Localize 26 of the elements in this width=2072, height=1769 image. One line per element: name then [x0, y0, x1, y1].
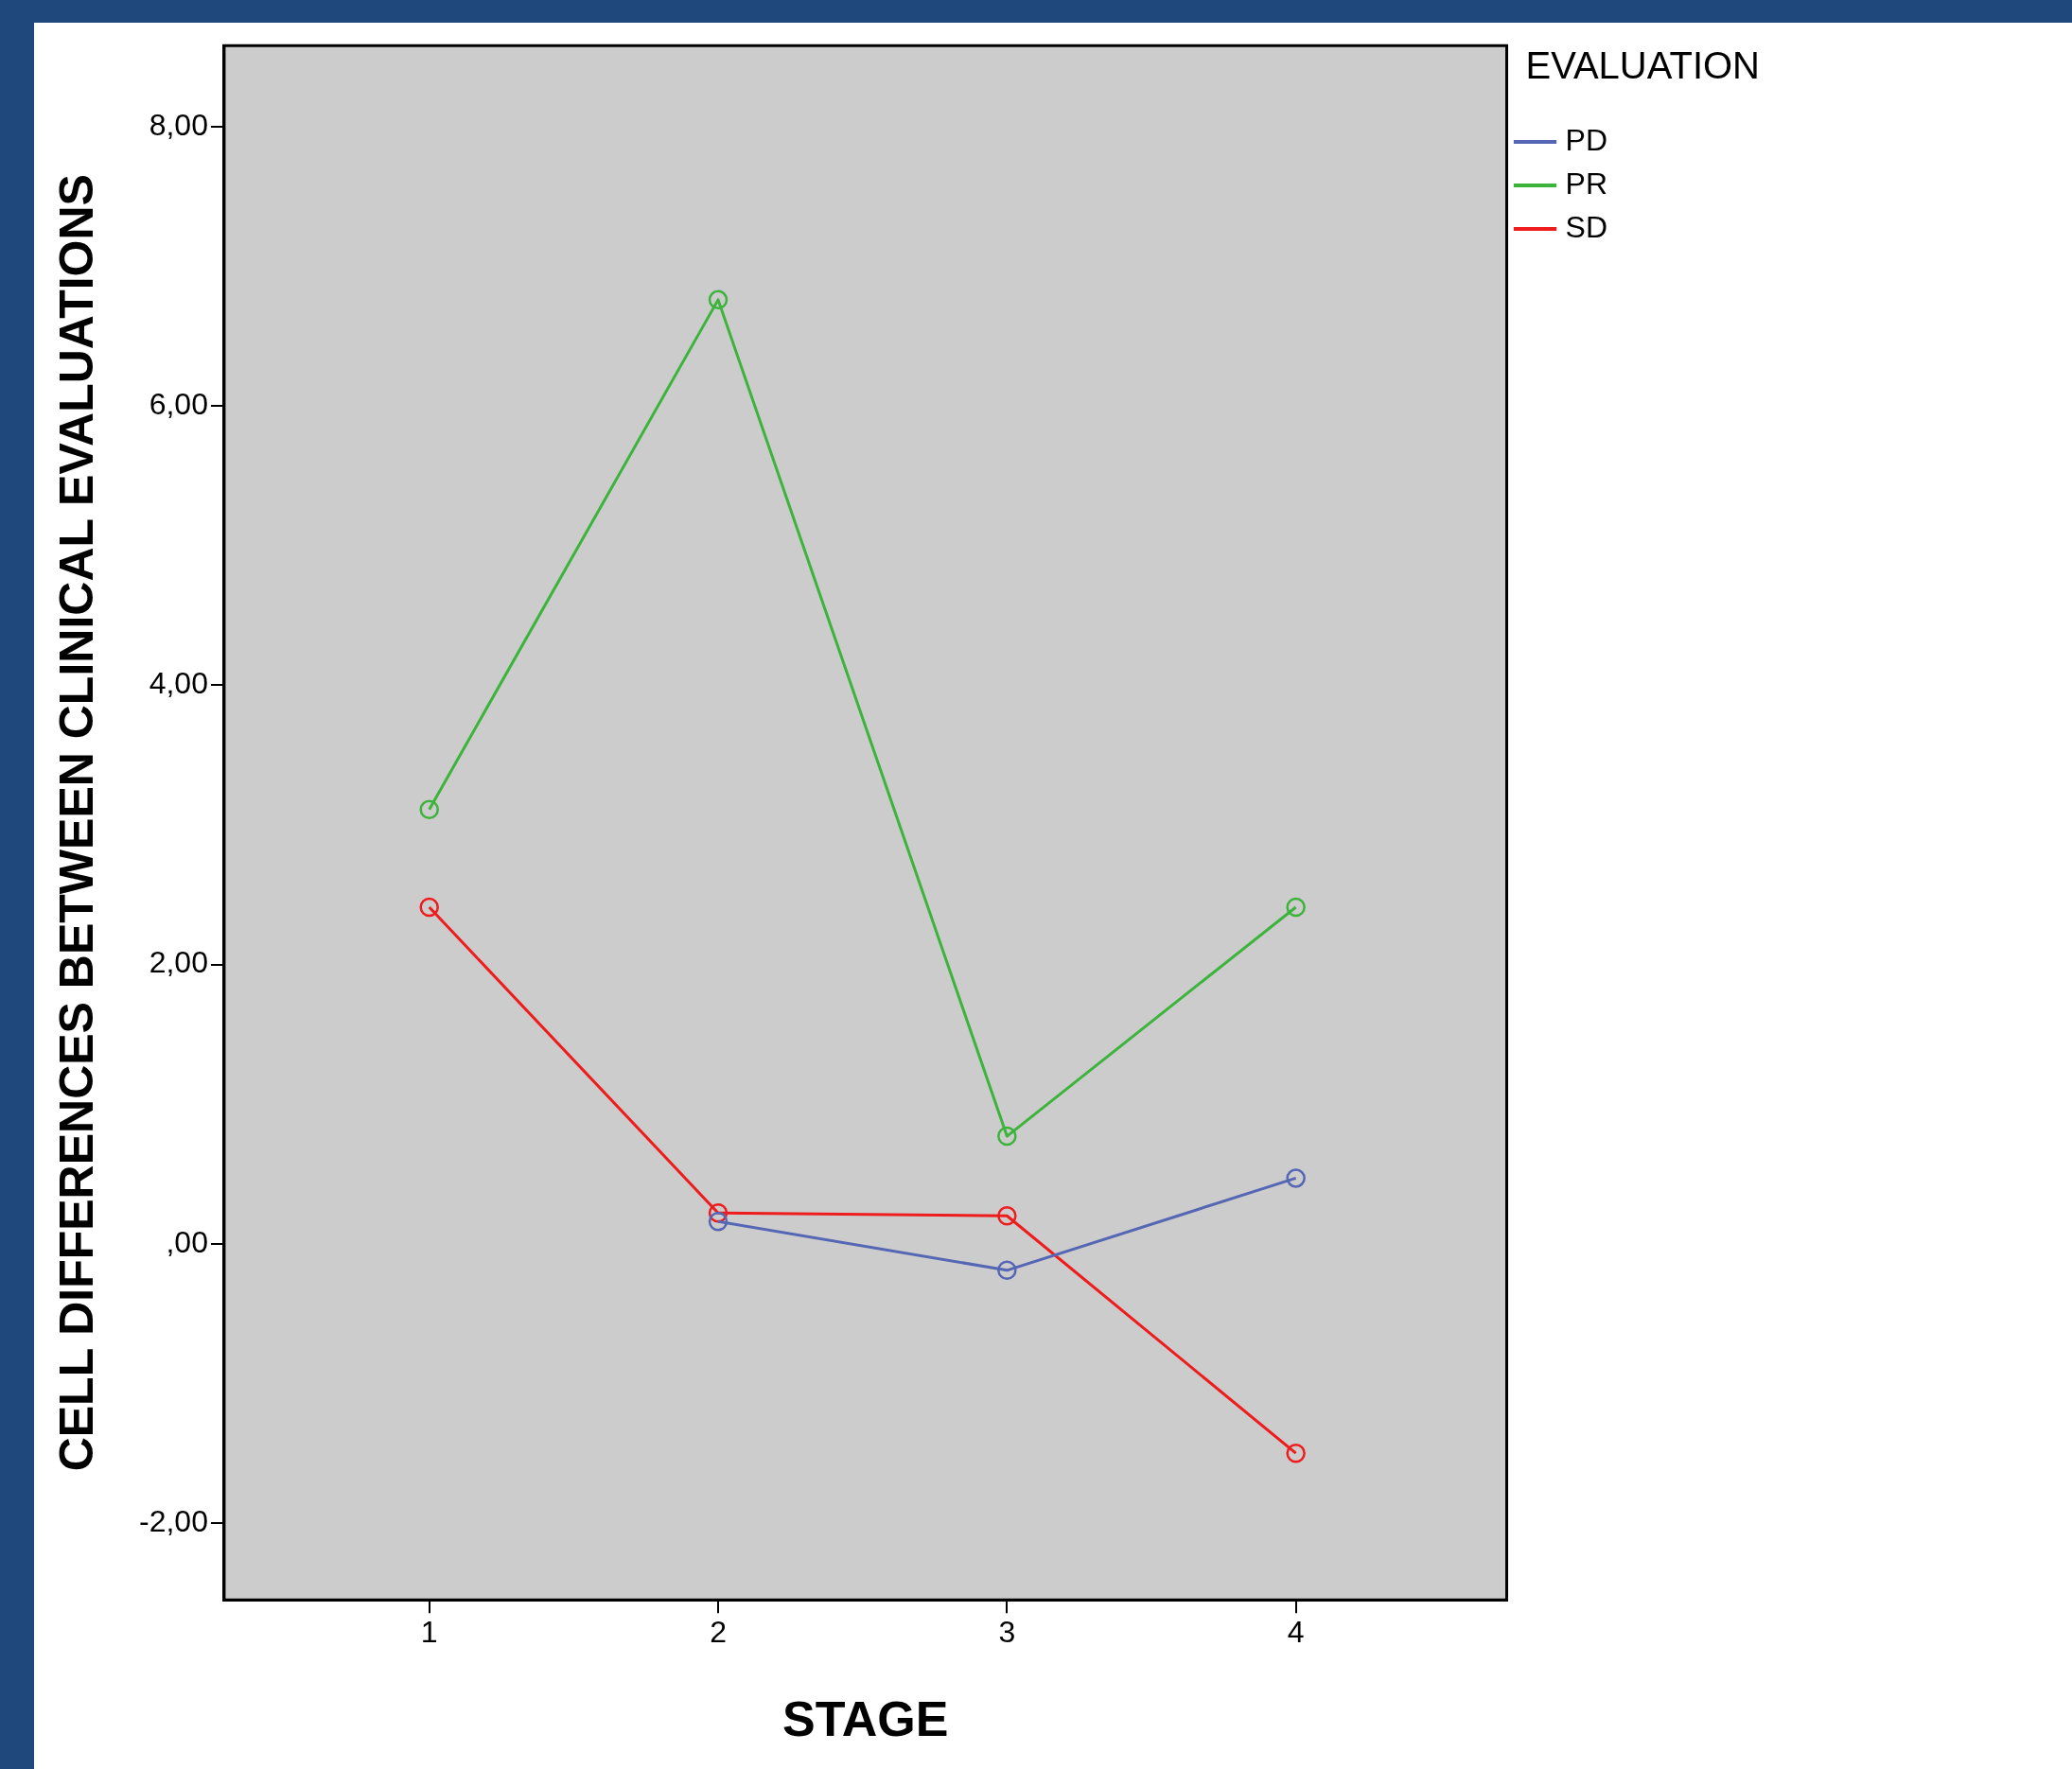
x-tick-label: 4 — [1287, 1615, 1305, 1650]
legend-label: PD — [1565, 122, 1607, 157]
y-axis-title: CELL DIFFERENCES BETWEEN CLINICAL EVALUATIONS — [49, 174, 103, 1472]
legend-title: EVALUATION — [1525, 44, 1760, 87]
point — [997, 1206, 1017, 1226]
point — [997, 1126, 1017, 1147]
legend-label: SD — [1565, 209, 1607, 244]
y-tick-label: 6,00 — [149, 386, 208, 421]
legend-label: PR — [1565, 166, 1607, 201]
x-tick-label: 3 — [998, 1615, 1016, 1650]
point — [419, 897, 439, 918]
point — [419, 799, 439, 819]
x-axis-title: STAGE — [782, 1691, 949, 1747]
x-tick-label: 2 — [710, 1615, 727, 1650]
point — [1286, 1168, 1306, 1188]
point — [1286, 1443, 1306, 1463]
y-tick-label: 4,00 — [149, 666, 208, 701]
point — [997, 1260, 1017, 1281]
y-tick-label: -2,00 — [139, 1503, 208, 1538]
point — [708, 1211, 729, 1232]
y-tick-label: 2,00 — [149, 945, 208, 980]
x-tick-label: 1 — [420, 1615, 438, 1650]
point — [1286, 897, 1306, 918]
point — [708, 289, 729, 310]
y-tick-label: 8,00 — [149, 107, 208, 142]
y-tick-label: ,00 — [166, 1224, 208, 1259]
